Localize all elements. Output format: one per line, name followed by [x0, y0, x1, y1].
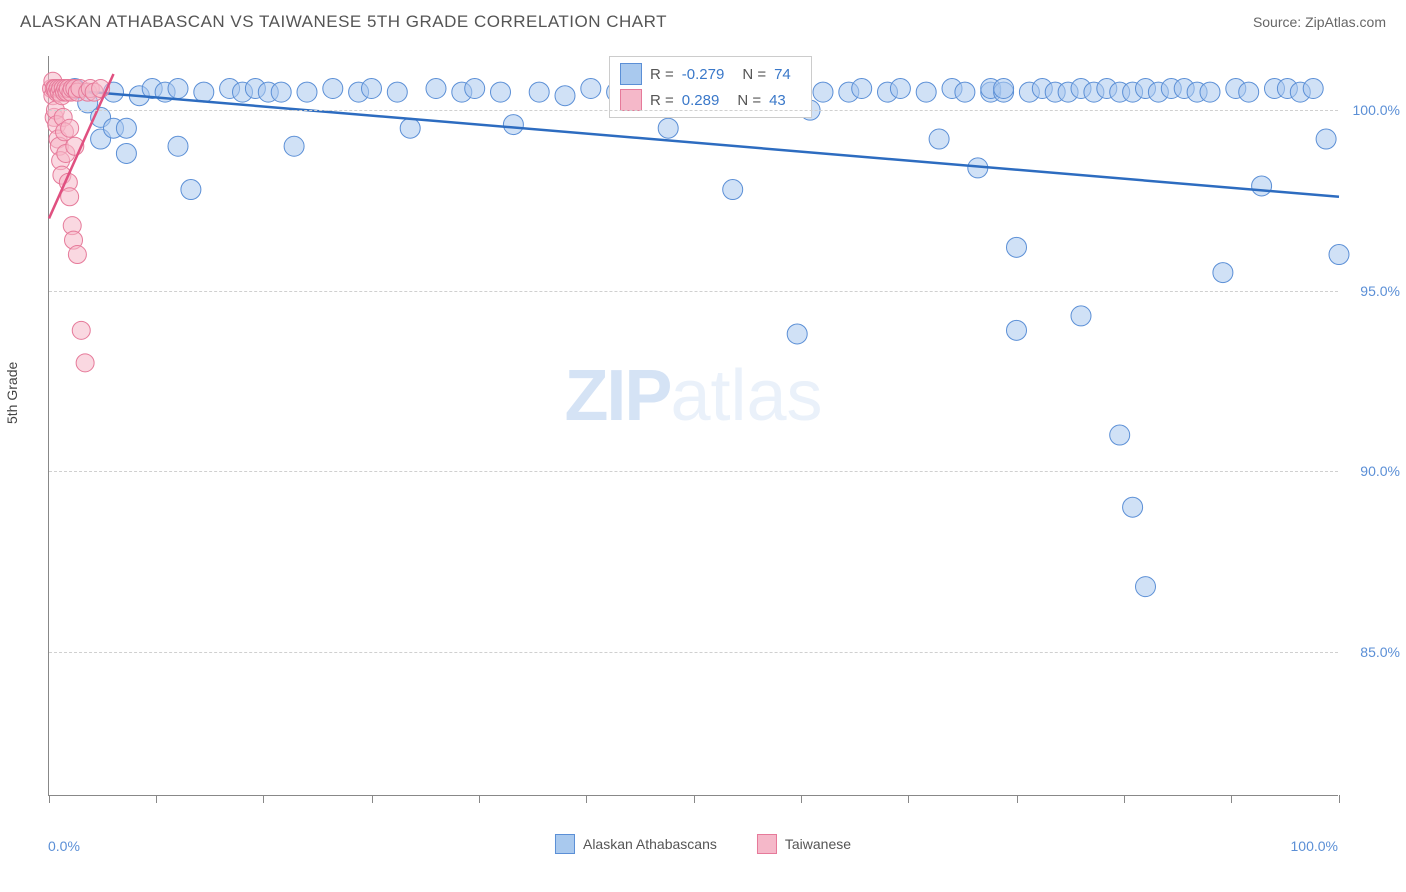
data-point — [387, 82, 407, 102]
chart-title: ALASKAN ATHABASCAN VS TAIWANESE 5TH GRAD… — [20, 12, 667, 32]
data-point — [491, 82, 511, 102]
data-point — [555, 86, 575, 106]
x-tick — [908, 795, 909, 803]
data-point — [362, 78, 382, 98]
y-tick-label: 90.0% — [1360, 463, 1400, 479]
data-point — [61, 188, 79, 206]
data-point — [116, 118, 136, 138]
data-point — [465, 78, 485, 98]
data-point — [61, 119, 79, 137]
stats-box: R =-0.279N =74R =0.289N =43 — [609, 56, 812, 118]
x-tick — [1339, 795, 1340, 803]
data-point — [68, 246, 86, 264]
data-point — [929, 129, 949, 149]
chart-source: Source: ZipAtlas.com — [1253, 14, 1386, 30]
y-tick-label: 100.0% — [1353, 102, 1400, 118]
stats-r-label: R = — [650, 66, 674, 83]
gridline — [49, 652, 1338, 653]
data-point — [1136, 577, 1156, 597]
data-point — [529, 82, 549, 102]
data-point — [1252, 176, 1272, 196]
scatter-svg — [49, 56, 1338, 795]
data-point — [400, 118, 420, 138]
x-tick — [694, 795, 695, 803]
data-point — [194, 82, 214, 102]
data-point — [852, 78, 872, 98]
chart-header: ALASKAN ATHABASCAN VS TAIWANESE 5TH GRAD… — [0, 0, 1406, 40]
data-point — [323, 78, 343, 98]
stats-n-value: 74 — [774, 66, 791, 83]
data-point — [994, 78, 1014, 98]
x-tick — [372, 795, 373, 803]
legend-swatch — [555, 834, 575, 854]
y-tick-label: 95.0% — [1360, 283, 1400, 299]
data-point — [1071, 306, 1091, 326]
data-point — [1110, 425, 1130, 445]
data-point — [426, 78, 446, 98]
data-point — [1303, 78, 1323, 98]
x-tick — [479, 795, 480, 803]
x-tick — [586, 795, 587, 803]
gridline — [49, 471, 1338, 472]
data-point — [72, 321, 90, 339]
data-point — [813, 82, 833, 102]
data-point — [787, 324, 807, 344]
legend-item: Taiwanese — [757, 834, 851, 854]
data-point — [723, 180, 743, 200]
x-axis-min-label: 0.0% — [48, 838, 80, 854]
data-point — [116, 143, 136, 163]
data-point — [503, 115, 523, 135]
stats-r-value: 0.289 — [682, 92, 720, 109]
x-tick — [1017, 795, 1018, 803]
data-point — [1239, 82, 1259, 102]
data-point — [168, 136, 188, 156]
gridline — [49, 110, 1338, 111]
x-tick — [156, 795, 157, 803]
data-point — [271, 82, 291, 102]
legend-label: Taiwanese — [785, 836, 851, 852]
y-axis-title: 5th Grade — [4, 362, 20, 424]
data-point — [1007, 320, 1027, 340]
data-point — [890, 78, 910, 98]
stats-row: R = 0.289 N = 43 — [620, 87, 801, 113]
x-tick — [801, 795, 802, 803]
x-axis-max-label: 100.0% — [1291, 838, 1338, 854]
data-point — [581, 78, 601, 98]
stats-r-value: -0.279 — [682, 66, 725, 83]
data-point — [1123, 497, 1143, 517]
legend-swatch — [757, 834, 777, 854]
data-point — [658, 118, 678, 138]
data-point — [297, 82, 317, 102]
x-tick — [1231, 795, 1232, 803]
data-point — [76, 354, 94, 372]
legend-item: Alaskan Athabascans — [555, 834, 717, 854]
x-tick — [263, 795, 264, 803]
x-tick — [49, 795, 50, 803]
stats-n-label: N = — [742, 66, 766, 83]
data-point — [955, 82, 975, 102]
y-tick-label: 85.0% — [1360, 644, 1400, 660]
data-point — [181, 180, 201, 200]
stats-swatch — [620, 89, 642, 111]
legend-label: Alaskan Athabascans — [583, 836, 717, 852]
data-point — [1316, 129, 1336, 149]
chart-plot-area: ZIPatlas R =-0.279N =74R =0.289N =43 100… — [48, 56, 1338, 796]
data-point — [1213, 263, 1233, 283]
stats-swatch — [620, 63, 642, 85]
data-point — [916, 82, 936, 102]
gridline — [49, 291, 1338, 292]
data-point — [284, 136, 304, 156]
x-tick — [1124, 795, 1125, 803]
bottom-legend: Alaskan Athabascans Taiwanese — [555, 834, 851, 854]
data-point — [1329, 245, 1349, 265]
stats-n-label: N = — [737, 92, 761, 109]
stats-r-label: R = — [650, 92, 674, 109]
stats-row: R = -0.279 N = 74 — [620, 61, 801, 87]
stats-n-value: 43 — [769, 92, 786, 109]
data-point — [1007, 237, 1027, 257]
data-point — [1200, 82, 1220, 102]
data-point — [168, 78, 188, 98]
